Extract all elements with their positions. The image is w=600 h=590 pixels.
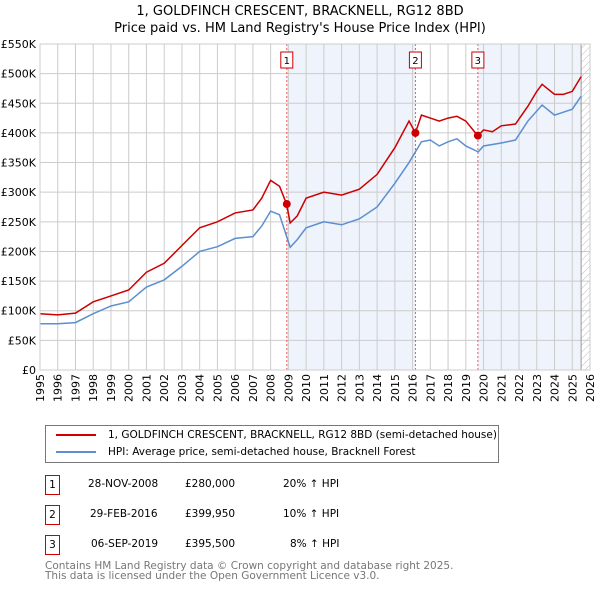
- x-tick-label: 1997: [69, 374, 82, 402]
- x-tick-label: 2023: [531, 374, 544, 402]
- legend-label: HPI: Average price, semi-detached house,…: [108, 446, 416, 458]
- sale-marker-label: 2: [412, 56, 418, 67]
- legend-swatch-red: [56, 434, 96, 436]
- x-tick-label: 2008: [265, 374, 278, 402]
- x-tick-label: 2002: [158, 374, 171, 402]
- sale-row: 1 28-NOV-2008 £280,000 20% ↑ HPI: [45, 475, 465, 495]
- x-tick-label: 2001: [140, 374, 153, 402]
- x-tick-label: 2020: [478, 374, 491, 402]
- sale-number: 3: [45, 535, 60, 555]
- sale-point: [282, 200, 291, 209]
- x-tick-label: 2015: [389, 374, 402, 402]
- y-tick-label: £150K: [1, 275, 37, 288]
- property-price-line: [39, 76, 582, 316]
- y-tick-label: £450K: [1, 97, 37, 110]
- sale-marker-box: [471, 51, 485, 69]
- sale-number: 1: [45, 475, 60, 495]
- hpi-line: [40, 95, 582, 325]
- x-tick-label: 2007: [247, 374, 260, 402]
- sale-date: 28-NOV-2008: [88, 478, 159, 490]
- subtitle-line: Price paid vs. HM Land Registry's House …: [114, 21, 486, 36]
- sale-marker-box: [408, 51, 422, 69]
- y-tick-label: £300K: [1, 186, 37, 199]
- y-tick-label: £550K: [1, 38, 37, 51]
- x-tick-label: 1996: [52, 374, 65, 402]
- sale-marker-label: 1: [284, 56, 290, 67]
- plot-border: [39, 43, 591, 371]
- sale-hpi: 20% ↑ HPI: [283, 478, 340, 490]
- x-tick-label: 2013: [353, 374, 366, 402]
- x-tick-label: 2011: [318, 374, 331, 402]
- y-tick-label: £250K: [1, 216, 37, 229]
- sale-price: £280,000: [185, 478, 236, 490]
- x-tick-label: 2006: [229, 374, 242, 402]
- x-tick-label: 2003: [176, 374, 189, 402]
- y-tick-label: £100K: [1, 305, 37, 318]
- x-tick-label: 2009: [282, 374, 295, 402]
- future-hatch: [581, 44, 590, 370]
- sale-hpi: 8% ↑ HPI: [290, 538, 340, 550]
- y-tick-label: £0: [22, 364, 36, 377]
- x-tick-label: 2000: [123, 374, 136, 402]
- x-tick-label: 1995: [34, 374, 47, 402]
- sale-price: £399,950: [185, 508, 236, 520]
- shaded-period: [477, 44, 582, 370]
- sale-marker-label: 3: [475, 56, 481, 67]
- x-tick-label: 1999: [105, 374, 118, 402]
- footer-copyright: Contains HM Land Registry data © Crown c…: [45, 560, 454, 572]
- legend-swatch-blue: [56, 451, 96, 453]
- x-tick-label: 2019: [460, 374, 473, 402]
- legend-item-hpi: HPI: Average price, semi-detached house,…: [56, 446, 416, 458]
- sale-hpi: 10% ↑ HPI: [283, 508, 340, 520]
- x-tick-label: 2017: [424, 374, 437, 402]
- y-tick-label: £400K: [1, 127, 37, 140]
- sale-row: 3 06-SEP-2019 £395,500 8% ↑ HPI: [45, 535, 465, 555]
- y-tick-label: £50K: [8, 334, 37, 347]
- x-tick-label: 2024: [549, 374, 562, 402]
- sale-marker-box: [280, 51, 294, 69]
- chart-plot: 1995 1996 1997 1998 1999 2000 2001 2002 2003 2004…: [1, 38, 597, 402]
- footer: Contains HM Land Registry data © Crown c…: [45, 560, 454, 582]
- title-line: 1, GOLDFINCH CRESCENT, BRACKNELL, RG12 8…: [136, 4, 464, 19]
- x-tick-label: 2010: [300, 374, 313, 402]
- sale-price: £395,500: [185, 538, 236, 550]
- x-tick-label: 2004: [194, 374, 207, 402]
- legend-item-property: 1, GOLDFINCH CRESCENT, BRACKNELL, RG12 8…: [56, 429, 497, 441]
- x-tick-label: 2026: [584, 374, 597, 402]
- x-tick-label: 2025: [566, 374, 579, 402]
- x-tick-label: 2016: [407, 374, 420, 402]
- x-tick-label: 2005: [211, 374, 224, 402]
- x-tick-label: 2022: [513, 374, 526, 402]
- sale-row: 2 29-FEB-2016 £399,950 10% ↑ HPI: [45, 505, 465, 525]
- y-tick-label: £500K: [1, 68, 37, 81]
- legend: 1, GOLDFINCH CRESCENT, BRACKNELL, RG12 8…: [45, 425, 499, 463]
- sale-point: [411, 128, 420, 137]
- x-tick-label: 1998: [87, 374, 100, 402]
- sale-date: 06-SEP-2019: [91, 538, 159, 550]
- sale-number: 2: [45, 505, 60, 525]
- legend-label: 1, GOLDFINCH CRESCENT, BRACKNELL, RG12 8…: [108, 429, 497, 441]
- x-tick-label: 2012: [336, 374, 349, 402]
- shaded-period: [286, 44, 416, 370]
- sale-point: [473, 131, 482, 140]
- footer-licence: This data is licensed under the Open Gov…: [45, 570, 380, 582]
- x-tick-label: 2021: [495, 374, 508, 402]
- y-tick-label: £200K: [1, 245, 37, 258]
- chart-title: 1, GOLDFINCH CRESCENT, BRACKNELL, RG12 8…: [0, 3, 600, 37]
- y-tick-label: £350K: [1, 157, 37, 170]
- sale-date: 29-FEB-2016: [90, 508, 158, 520]
- x-tick-label: 2014: [371, 374, 384, 402]
- x-tick-label: 2018: [442, 374, 455, 402]
